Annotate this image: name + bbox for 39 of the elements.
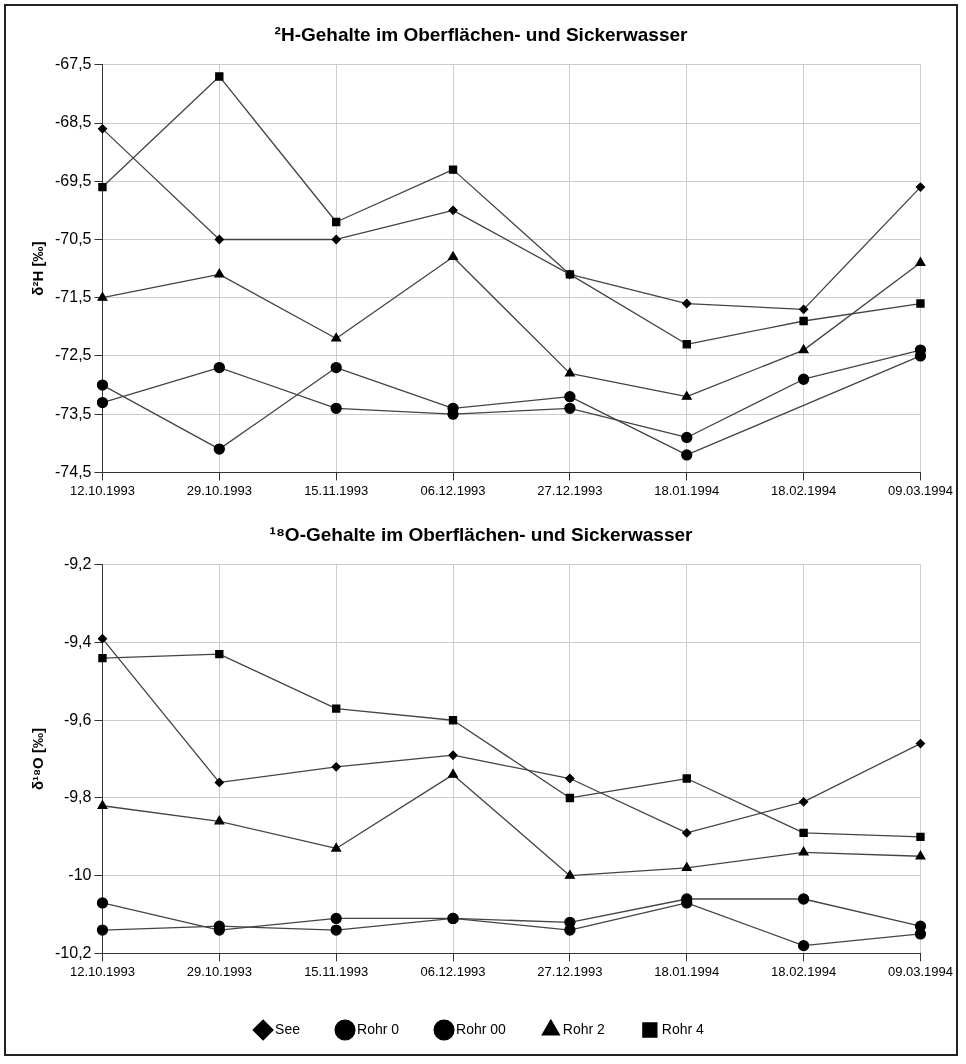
y-tick-label: -71,5 [55, 288, 92, 306]
y-tick-label: -73,5 [55, 404, 92, 422]
y-axis-title: δ²H [‰] [29, 241, 47, 296]
chart-title: ²H-Gehalte im Oberflächen- und Sickerwasser [274, 23, 689, 45]
y-axis-title: δ¹⁸O [‰] [29, 728, 47, 791]
y-tick-label: -74,5 [55, 462, 92, 480]
y-tick-label: -9,4 [63, 632, 92, 650]
y-tick-label: -70,5 [55, 229, 92, 247]
x-tick-label: 18.01.1994 [654, 482, 720, 498]
y-tick-label: -67,5 [55, 55, 92, 73]
legend-label: Rohr 4 [661, 1020, 705, 1037]
chart-title: ¹⁸O-Gehalte im Oberflächen- und Sickerwasser [269, 523, 694, 545]
y-tick-label: -9,6 [63, 710, 92, 728]
x-tick-label: 29.10.1993 [186, 963, 252, 979]
x-tick-label: 15.11.1993 [304, 482, 369, 498]
y-tick-label: -9,8 [63, 788, 92, 806]
y-tick-label: -68,5 [55, 113, 92, 131]
legend-label: Rohr 0 [357, 1020, 400, 1037]
legend-label: Rohr 2 [562, 1020, 606, 1037]
legend-label: Rohr 00 [456, 1020, 507, 1037]
x-tick-label: 18.02.1994 [771, 963, 837, 979]
x-tick-label: 15.11.1993 [304, 963, 369, 979]
y-tick-label: -72,5 [55, 346, 92, 364]
legend-label: See [275, 1020, 301, 1037]
x-tick-label: 27.12.1993 [537, 963, 603, 979]
x-tick-label: 27.12.1993 [537, 482, 603, 498]
y-tick-label: -10 [68, 866, 92, 884]
x-tick-label: 12.10.1993 [69, 482, 136, 498]
x-tick-label: 18.01.1994 [654, 963, 720, 979]
y-tick-label: -9,2 [63, 555, 92, 573]
x-tick-label: 18.02.1994 [771, 482, 837, 498]
x-tick-label: 06.12.1993 [420, 482, 486, 498]
x-tick-label: 09.03.1994 [887, 963, 954, 979]
x-tick-label: 29.10.1993 [186, 482, 252, 498]
x-tick-label: 12.10.1993 [69, 963, 136, 979]
y-tick-label: -10,2 [55, 943, 92, 961]
x-tick-label: 09.03.1994 [887, 482, 954, 498]
y-tick-label: -69,5 [55, 171, 92, 189]
x-tick-label: 06.12.1993 [420, 963, 486, 979]
